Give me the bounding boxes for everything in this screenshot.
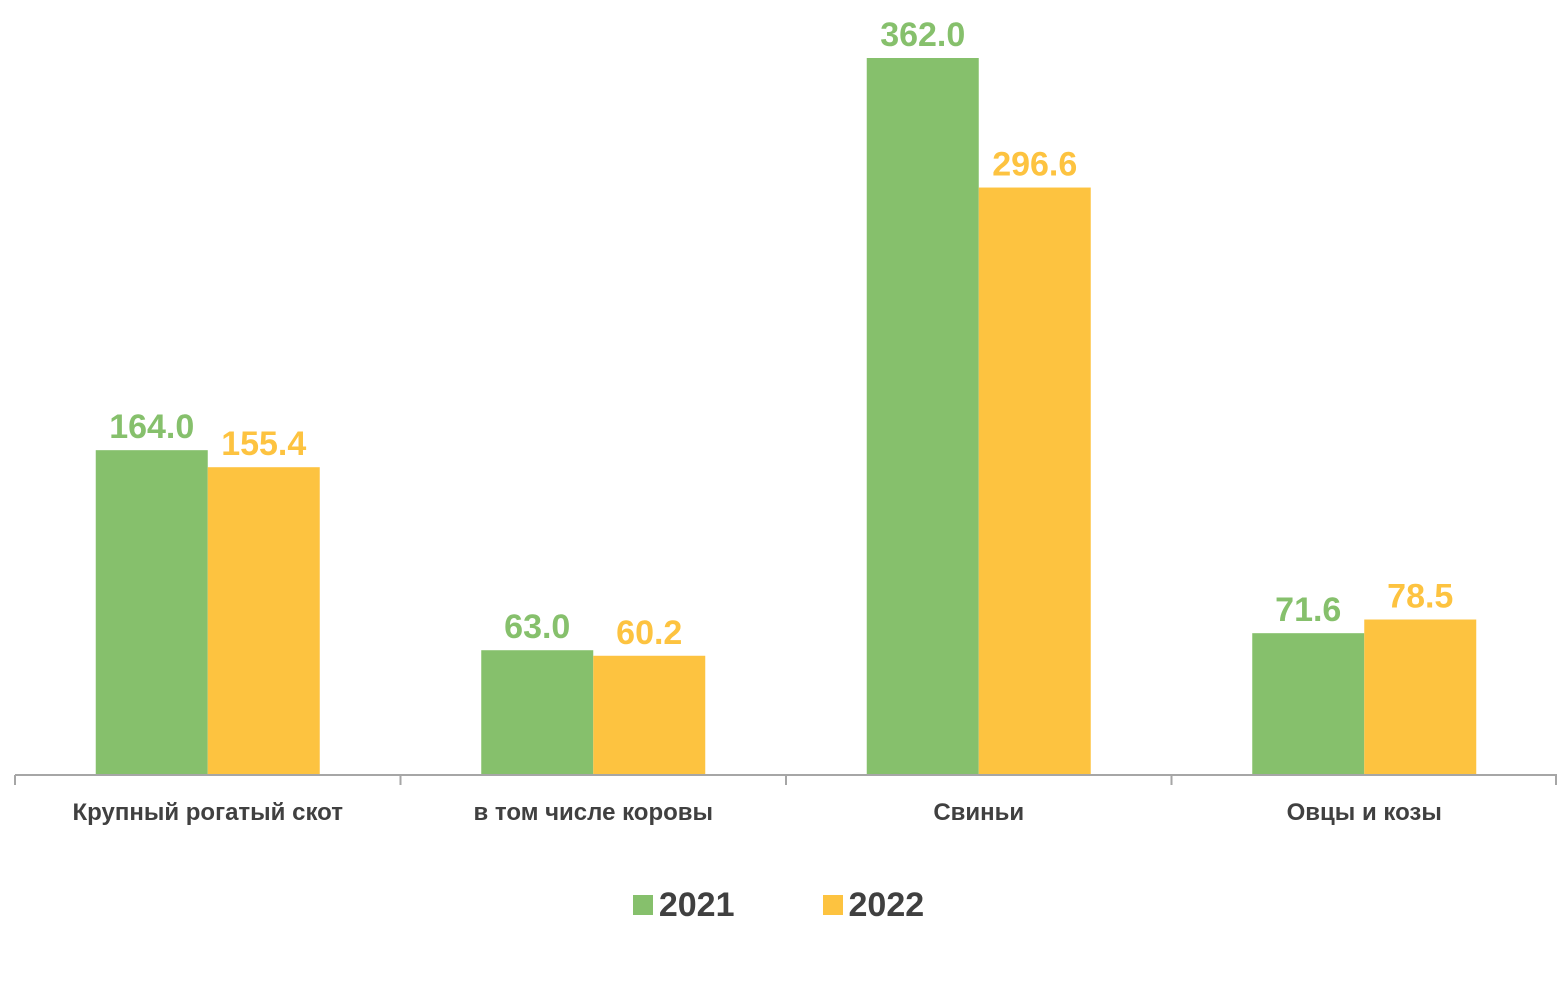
- bar-2021-cat-3: [866, 58, 979, 775]
- legend-swatch-2021: [632, 895, 653, 915]
- bar-2021-cat-1: [95, 450, 208, 775]
- bar-2021-cat-2: [481, 650, 594, 775]
- data-label-2021-cat-2: 63.0: [504, 608, 570, 646]
- x-tick-label-3: Свиньи: [933, 799, 1024, 826]
- data-label-2021-cat-1: 164.0: [109, 408, 194, 446]
- bar-2022-cat-2: [593, 655, 706, 775]
- bar-2021-cat-4: [1252, 633, 1365, 775]
- bar-2022-cat-3: [978, 187, 1091, 776]
- data-label-2021-cat-3: 362.0: [880, 16, 965, 54]
- legend-swatch-2022: [822, 895, 843, 915]
- data-label-2022-cat-3: 296.6: [992, 146, 1077, 184]
- data-label-2022-cat-4: 78.5: [1387, 578, 1453, 616]
- bar-2022-cat-4: [1364, 619, 1477, 775]
- x-axis: Крупный рогатый скот в том числе коровы Св…: [14, 774, 1557, 826]
- legend-item-2021: 2021: [632, 886, 735, 924]
- legend-label-2022: 2022: [848, 886, 925, 924]
- data-label-2022-cat-1: 155.4: [221, 425, 306, 463]
- data-label-2021-cat-4: 71.6: [1275, 591, 1341, 629]
- legend-label-2021: 2021: [658, 886, 735, 924]
- bar-2022-cat-1: [207, 467, 320, 775]
- x-tick-label-1: Крупный рогатый скот: [73, 799, 344, 826]
- data-label-2022-cat-2: 60.2: [616, 614, 682, 652]
- bars-layer: [95, 58, 1477, 776]
- x-tick-label-4: Овцы и козы: [1287, 799, 1442, 826]
- legend-item-2022: 2022: [822, 886, 925, 924]
- x-tick-label-2: в том числе коровы: [473, 799, 713, 826]
- data-labels-layer: 164.0 155.4 63.0 60.2 362.0 296.6 71.6 78.5: [109, 16, 1453, 652]
- legend: 2021 2022: [0, 888, 1557, 922]
